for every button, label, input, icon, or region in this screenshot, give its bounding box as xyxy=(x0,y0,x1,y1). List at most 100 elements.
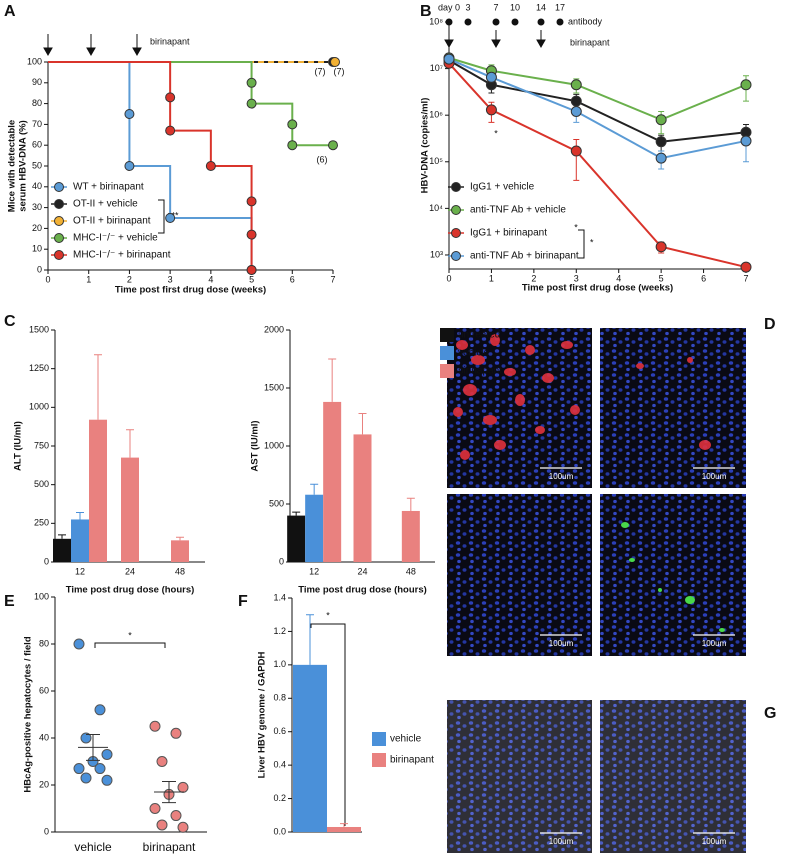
y-tick-label: 0 xyxy=(37,264,42,274)
significance: * xyxy=(326,610,330,620)
x-tick-label: 7 xyxy=(330,274,335,284)
legend-label: vehicle xyxy=(390,734,422,745)
panel-label: C xyxy=(4,313,16,330)
y-tick-label: 30 xyxy=(32,202,42,212)
point xyxy=(570,145,582,157)
y-tick-label: 750 xyxy=(34,440,49,450)
legend-marker xyxy=(451,182,461,192)
point xyxy=(101,774,113,786)
y-tick-label: 1500 xyxy=(264,382,284,392)
point xyxy=(570,106,582,118)
error-bar xyxy=(76,512,84,520)
error-bar xyxy=(306,614,314,665)
y-tick-label: 10⁷ xyxy=(430,63,443,73)
panel-label: D xyxy=(764,316,776,333)
x-tick-label: 48 xyxy=(406,566,416,576)
y-tick-label: 0.4 xyxy=(273,760,286,770)
legend-label: IgG1 + birinapant xyxy=(470,228,547,239)
bar xyxy=(293,664,327,832)
legend-label: MHC-I⁻/⁻ + vehicle xyxy=(73,233,158,244)
legend-label: birinapant xyxy=(458,366,502,377)
x-axis-label: Time post drug dose (hours) xyxy=(298,585,427,596)
significance: * xyxy=(494,128,498,138)
x-tick-label: birinapant xyxy=(143,840,196,854)
y-tick-label: 10⁶ xyxy=(429,110,443,120)
legend-marker xyxy=(54,233,64,243)
point xyxy=(124,109,135,119)
legend-label: anti-TNF Ab + birinapant xyxy=(470,251,579,262)
point xyxy=(73,638,85,650)
legend-label: OT-II + vehicle xyxy=(73,199,138,210)
x-tick-label: 1 xyxy=(86,274,91,284)
point xyxy=(570,95,582,107)
x-tick-label: 4 xyxy=(616,273,621,283)
y-tick-label: 0.2 xyxy=(273,793,286,803)
error-bar xyxy=(406,497,415,511)
km-curve xyxy=(48,61,253,270)
panel-label: E xyxy=(4,593,15,610)
legend-swatch xyxy=(440,346,454,360)
point xyxy=(149,803,161,814)
y-tick-label: 40 xyxy=(39,732,49,742)
sem-bar xyxy=(86,733,100,761)
count-label: (7) xyxy=(315,66,326,76)
y-tick-label: 10⁴ xyxy=(429,203,443,213)
y-tick-label: 20 xyxy=(39,779,49,789)
dose-arrows xyxy=(43,34,142,57)
x-tick-label: 5 xyxy=(249,274,254,284)
point xyxy=(443,53,455,65)
significance-bracket xyxy=(158,199,165,234)
bar xyxy=(89,419,107,562)
legend-swatch xyxy=(372,732,386,746)
legend-label: OT-II + birinapant xyxy=(73,216,151,227)
x-tick-label: 2 xyxy=(127,274,132,284)
y-tick-label: 500 xyxy=(34,479,49,489)
y-tick-label: 500 xyxy=(269,498,284,508)
count-label: (7) xyxy=(334,66,345,76)
error-bar xyxy=(292,511,301,516)
point xyxy=(80,772,92,784)
y-tick-label: 0 xyxy=(279,556,284,566)
point xyxy=(655,241,667,253)
y-axis-label: HBV-DNA (copies/ml) xyxy=(420,98,431,194)
day-label: day 0 xyxy=(438,2,460,12)
y-tick-label: 0 xyxy=(44,556,49,566)
scale-label: 100um xyxy=(702,837,727,846)
legend-label: IgG1 + vehicle xyxy=(470,182,535,193)
bar xyxy=(287,515,306,562)
legend-swatch xyxy=(440,328,454,342)
x-tick-label: 48 xyxy=(175,566,185,576)
point xyxy=(287,140,298,151)
count-label: (6) xyxy=(317,154,328,164)
legend-marker xyxy=(54,199,64,209)
y-tick-label: 0.0 xyxy=(273,826,286,836)
bar xyxy=(71,519,89,562)
y-tick-label: 60 xyxy=(32,140,42,150)
point xyxy=(170,727,182,739)
legend-label: birinapant xyxy=(390,755,434,766)
bar xyxy=(323,401,342,562)
y-tick-label: 1.4 xyxy=(273,592,286,602)
day-label: 10 xyxy=(510,2,520,12)
y-axis-label: HBcAg-positive hepatocytes / field xyxy=(23,636,34,792)
legend-label: vehicle xyxy=(458,348,490,359)
x-tick-label: 24 xyxy=(125,566,135,576)
antibody-label: antibody xyxy=(568,16,603,26)
error-bar xyxy=(176,536,184,541)
y-axis-label: AST (IU/ml) xyxy=(250,420,261,471)
x-tick-label: 6 xyxy=(701,273,706,283)
y-tick-label: 100 xyxy=(34,591,49,601)
y-tick-label: 10 xyxy=(32,244,42,254)
point xyxy=(287,119,298,130)
dose-label: birinapant xyxy=(150,36,190,46)
sem-bar xyxy=(162,780,176,804)
y-tick-label: 1500 xyxy=(29,324,49,334)
point xyxy=(246,265,257,275)
x-tick-label: 12 xyxy=(75,566,85,576)
panel-label: G xyxy=(764,705,776,722)
legend-marker xyxy=(54,250,64,260)
dose-arrows xyxy=(444,30,546,49)
y-axis-label: Mice with detectable xyxy=(7,120,18,212)
scale-label: 100um xyxy=(549,837,574,846)
